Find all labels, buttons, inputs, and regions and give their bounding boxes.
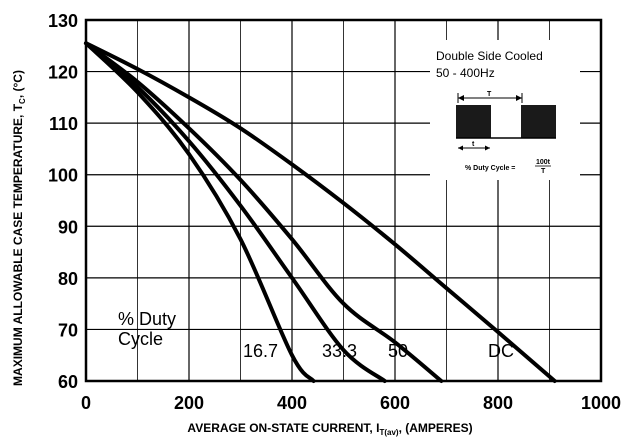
x-axis-title: AVERAGE ON-STATE CURRENT, IT(av), (AMPER… [187,421,472,437]
plot-frame [84,18,603,383]
series-curve-16-7 [84,41,316,383]
series-curve-33-3 [84,41,387,383]
y-tick-label: 120 [48,63,78,83]
x-tick-label: 1000 [581,393,621,413]
y-tick-label: 70 [58,320,78,340]
duty-cycle-title-line1: % Duty [118,309,176,329]
y-tick-label: 60 [58,372,78,392]
y-tick-labels: 60 70 80 90 100 110 120 130 [48,11,78,392]
y-tick-label: 80 [58,269,78,289]
series-label-dc: DC [488,341,514,361]
series-label-50: 50 [388,341,408,361]
inset-formula-numerator: 100t [536,159,551,166]
series-curve-50 [84,41,444,383]
x-tick-label: 200 [174,393,204,413]
x-tick-label: 600 [380,393,410,413]
x-tick-label: 0 [81,393,91,413]
inset-period-arrowhead-right [516,95,522,101]
inset-on-time-symbol: t [472,141,475,148]
inset-on-time-arrowhead-left [458,145,463,151]
inset-pulse-1 [456,105,491,138]
x-tick-labels: 0 200 400 600 800 1000 [81,393,621,413]
inset: Double Side Cooled 50 - 400Hz T t % Duty… [430,40,580,180]
x-tick-label: 800 [483,393,513,413]
inset-period-arrowhead-left [458,95,464,101]
y-tick-label: 100 [48,166,78,186]
inset-pulse-2 [521,105,556,138]
y-tick-label: 130 [48,11,78,31]
y-axis-title-subscript: C [18,98,27,104]
inset-on-time-arrowhead-right [485,145,490,151]
series-label-33-3: 33.3 [322,341,357,361]
y-tick-label: 110 [49,114,78,134]
inset-formula-denominator: T [541,168,546,175]
x-tick-label: 400 [277,393,307,413]
inset-title: Double Side Cooled [436,49,543,63]
inset-subtitle: 50 - 400Hz [436,66,495,80]
series-curve-dc [84,41,557,383]
x-axis-title-subscript: T(av) [379,428,398,437]
inset-formula: % Duty Cycle = [465,165,515,172]
series-label-16-7: 16.7 [243,341,278,361]
y-tick-label: 90 [58,217,78,237]
curves [84,41,557,383]
inset-period-symbol: T [487,91,492,98]
duty-cycle-title-line2: Cycle [118,329,163,349]
y-axis-title: MAXIMUM ALLOWABLE CASE TEMPERATURE, TC, … [11,70,27,386]
